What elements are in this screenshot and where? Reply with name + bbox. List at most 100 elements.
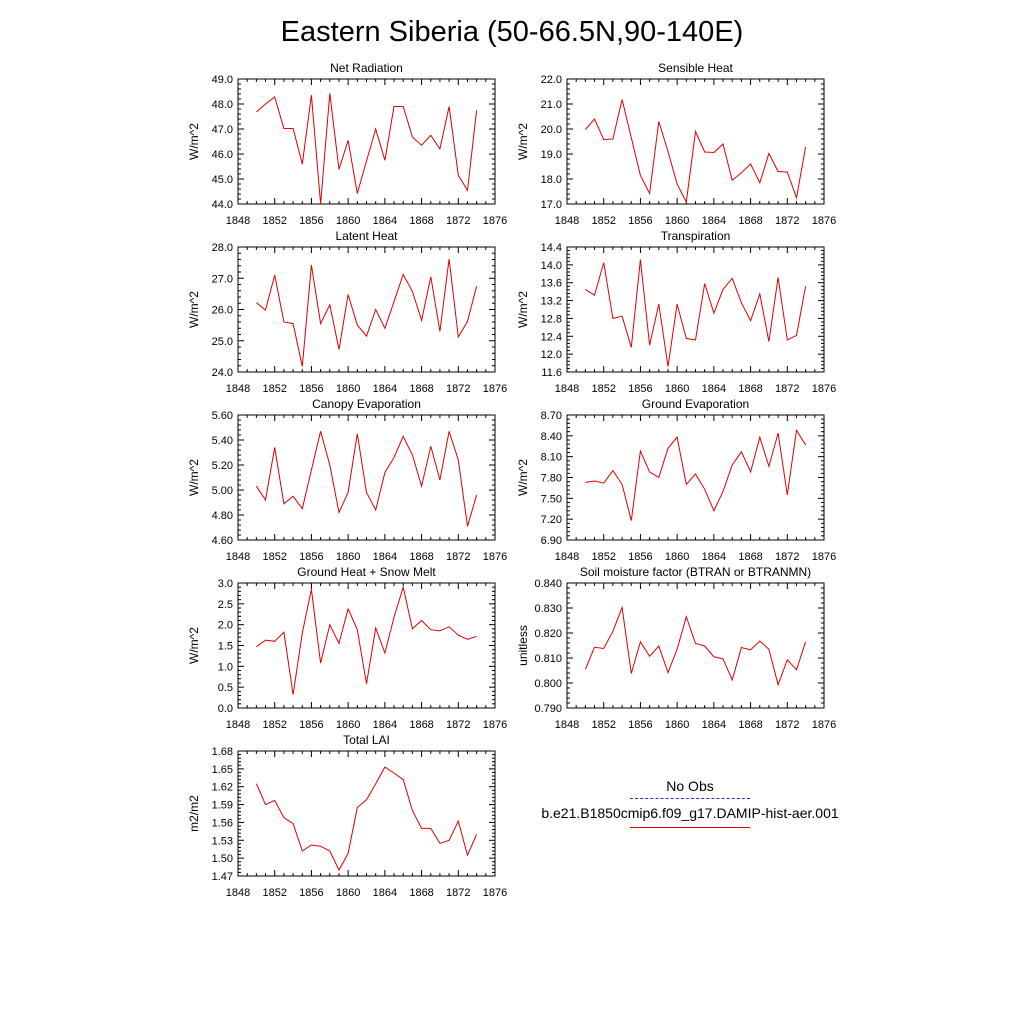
y-axis-label: W/m^2	[187, 459, 201, 496]
x-tick-label: 1860	[336, 215, 360, 227]
y-tick-label: 47.0	[212, 124, 233, 136]
x-tick-label: 1856	[628, 215, 652, 227]
x-tick-label: 1856	[299, 551, 323, 563]
y-tick-label: 46.0	[212, 149, 233, 161]
y-tick-label: 3.0	[218, 578, 233, 590]
x-tick-label: 1852	[591, 551, 615, 563]
plot-frame	[237, 246, 496, 373]
series-line	[585, 428, 807, 521]
chart-sensible-heat: 1848 1852 1856 1860 1864 1868 1872 1876 17.0 18.0…	[516, 61, 836, 227]
y-tick-label: 27.0	[212, 273, 233, 285]
y-tick-label: 1.59	[212, 800, 233, 812]
x-tick-label: 1876	[483, 215, 507, 227]
panel-title: Transpiration	[661, 229, 731, 243]
y-tick-label: 45.0	[212, 174, 233, 186]
y-tick-label: 18.0	[541, 174, 562, 186]
plot-frame	[566, 246, 825, 373]
y-tick-label: 24.0	[212, 367, 233, 379]
y-tick-label: 0.800	[534, 678, 562, 690]
y-tick-label: 6.90	[541, 535, 562, 547]
series-line	[585, 259, 807, 367]
x-tick-label: 1864	[373, 383, 397, 395]
y-tick-label: 22.0	[541, 74, 562, 86]
y-tick-label: 13.2	[541, 296, 562, 308]
x-tick-label: 1872	[446, 383, 470, 395]
y-tick-label: 4.80	[212, 510, 233, 522]
x-tick-label: 1868	[738, 551, 762, 563]
y-tick-label: 49.0	[212, 74, 233, 86]
x-tick-label: 1868	[738, 719, 762, 731]
y-tick-label: 0.790	[534, 703, 562, 715]
x-tick-label: 1856	[628, 551, 652, 563]
x-tick-label: 1848	[555, 383, 579, 395]
x-tick-label: 1876	[812, 719, 836, 731]
x-tick-label: 1848	[555, 719, 579, 731]
y-axis-label: m2/m2	[187, 795, 201, 832]
x-tick-label: 1864	[373, 551, 397, 563]
y-tick-label: 1.68	[212, 746, 233, 758]
y-tick-label: 14.4	[541, 242, 562, 254]
plot-frame	[237, 414, 496, 541]
series-line	[256, 258, 478, 367]
y-tick-label: 8.40	[541, 431, 562, 443]
y-tick-label: 1.5	[218, 641, 233, 653]
x-tick-label: 1848	[226, 551, 250, 563]
panel-title: Soil moisture factor (BTRAN or BTRANMN)	[580, 565, 811, 579]
panel-title: Ground Evaporation	[642, 397, 749, 411]
y-tick-label: 19.0	[541, 149, 562, 161]
chart-ground-evaporation: 1848 1852 1856 1860 1864 1868 1872 1876 6.90 7.20…	[516, 397, 836, 563]
series-line	[255, 431, 478, 527]
panel-title: Sensible Heat	[658, 61, 733, 75]
x-tick-label: 1872	[446, 215, 470, 227]
y-tick-label: 25.0	[212, 336, 233, 348]
y-tick-label: 0.820	[534, 628, 562, 640]
plot-frame	[237, 78, 496, 205]
x-tick-label: 1852	[591, 719, 615, 731]
y-tick-label: 4.60	[212, 535, 233, 547]
x-tick-label: 1868	[409, 215, 433, 227]
x-tick-label: 1860	[665, 719, 689, 731]
x-tick-label: 1860	[336, 719, 360, 731]
y-axis-label: W/m^2	[187, 627, 201, 664]
chart-ground-heat-snow-melt: 1848 1852 1856 1860 1864 1868 1872 1876 0.0 0.5 1.…	[187, 565, 507, 731]
x-tick-label: 1856	[628, 719, 652, 731]
x-tick-label: 1872	[775, 719, 799, 731]
series-line	[256, 93, 478, 205]
y-axis-label: W/m^2	[516, 291, 530, 328]
y-tick-label: 5.40	[212, 435, 233, 447]
x-tick-label: 1856	[299, 383, 323, 395]
y-tick-label: 1.65	[212, 764, 233, 776]
x-tick-label: 1860	[336, 887, 360, 899]
y-tick-label: 0.810	[534, 653, 562, 665]
panel-title: Canopy Evaporation	[312, 397, 421, 411]
legend: No Obs b.e21.B1850cmip6.f09_g17.DAMIP-hi…	[530, 776, 850, 828]
panel-title: Latent Heat	[335, 229, 398, 243]
y-tick-label: 7.20	[541, 514, 562, 526]
y-tick-label: 0.830	[534, 603, 562, 615]
chart-latent-heat: 1848 1852 1856 1860 1864 1868 1872 1876 24.0 25.0…	[187, 229, 507, 395]
series-line	[256, 585, 477, 695]
y-tick-label: 5.60	[212, 410, 233, 422]
plot-frame	[237, 582, 496, 709]
y-axis-label: W/m^2	[516, 459, 530, 496]
x-tick-label: 1868	[409, 551, 433, 563]
x-tick-label: 1860	[665, 383, 689, 395]
x-tick-label: 1872	[446, 887, 470, 899]
y-tick-label: 2.5	[218, 599, 233, 611]
series-line	[255, 766, 478, 872]
y-tick-label: 48.0	[212, 99, 233, 111]
y-tick-label: 11.6	[541, 367, 562, 379]
y-tick-label: 1.53	[212, 835, 233, 847]
y-tick-label: 7.80	[541, 473, 562, 485]
chart-net-radiation: 1848 1852 1856 1860 1864 1868 1872 1876 44.0 45.0…	[187, 61, 507, 227]
x-tick-label: 1876	[812, 215, 836, 227]
x-tick-label: 1852	[262, 551, 286, 563]
x-tick-label: 1852	[591, 215, 615, 227]
chart-soil-moisture-factor-btran-or-btranmn: 1848 1852 1856 1860 1864 1868 1872 1876 0.790 0.8…	[516, 565, 836, 731]
y-tick-label: 44.0	[212, 199, 233, 211]
y-tick-label: 12.4	[541, 331, 562, 343]
y-tick-label: 14.0	[541, 260, 562, 272]
x-tick-label: 1848	[226, 215, 250, 227]
x-tick-label: 1864	[702, 215, 726, 227]
